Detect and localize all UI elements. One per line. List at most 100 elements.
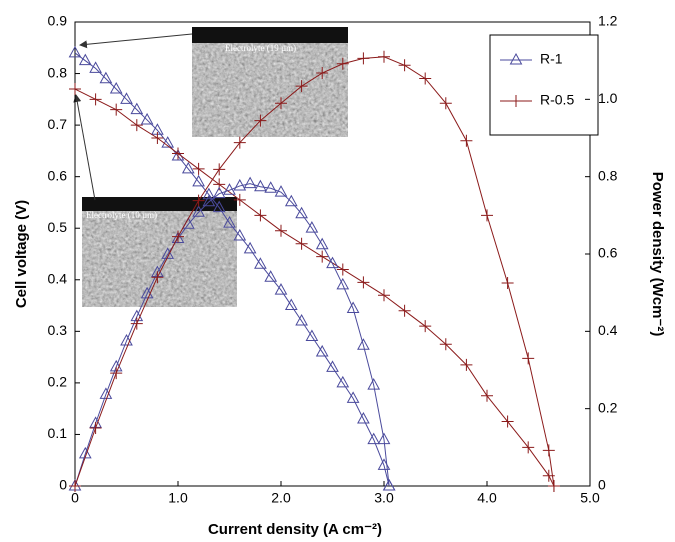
plus-marker xyxy=(316,250,329,263)
sem-bar xyxy=(192,27,348,43)
plus-marker xyxy=(110,103,123,116)
plus-marker xyxy=(510,95,522,107)
triangle-marker xyxy=(305,329,319,341)
triangle-marker xyxy=(315,237,329,250)
triangle-marker xyxy=(243,176,257,189)
plus-marker xyxy=(151,271,164,284)
plus-marker xyxy=(439,338,452,351)
x-tick-label: 0 xyxy=(71,490,79,506)
triangle-marker xyxy=(99,71,113,84)
y2-axis-label: Power density (Wcm⁻²) xyxy=(649,172,666,337)
triangle-marker xyxy=(78,53,92,66)
plus-marker xyxy=(460,134,473,147)
triangle-marker xyxy=(192,174,205,187)
triangle-marker xyxy=(326,256,339,269)
arrow xyxy=(73,94,96,201)
triangle-marker xyxy=(367,378,381,390)
triangle-marker xyxy=(357,411,370,424)
plus-marker xyxy=(357,276,370,289)
triangle-marker xyxy=(254,179,267,192)
legend-label: R-0.5 xyxy=(540,92,574,108)
plus-marker xyxy=(275,97,287,110)
plus-marker xyxy=(419,72,432,85)
plus-marker xyxy=(69,480,81,492)
y-tick-label: 0.6 xyxy=(48,167,68,183)
triangle-marker xyxy=(68,45,82,58)
y-tick-label: 0.5 xyxy=(48,219,68,235)
plus-marker xyxy=(275,224,287,237)
triangle-marker xyxy=(109,81,123,94)
plus-marker xyxy=(336,263,349,276)
triangle-marker xyxy=(336,375,350,388)
plus-marker xyxy=(547,480,560,492)
legend-label: R-1 xyxy=(540,51,563,67)
plus-marker xyxy=(522,352,535,365)
y-tick-label: 0.3 xyxy=(48,322,68,338)
plus-marker xyxy=(151,132,164,144)
plus-marker xyxy=(378,289,390,302)
annotation: Electrolyte (19 µm) xyxy=(225,43,296,53)
triangle-marker xyxy=(346,301,360,314)
triangle-marker xyxy=(243,241,257,254)
plus-marker xyxy=(192,162,205,175)
plus-marker xyxy=(254,209,267,222)
triangle-marker xyxy=(181,161,195,174)
plus-marker xyxy=(336,57,349,70)
triangle-marker xyxy=(367,432,381,445)
triangle-marker xyxy=(89,61,102,73)
plus-marker xyxy=(89,422,102,434)
x-tick-label: 2.0 xyxy=(271,490,291,506)
sem-image xyxy=(192,27,348,137)
y2-tick-label: 0.2 xyxy=(598,399,618,415)
plus-marker xyxy=(378,50,390,63)
triangle-marker xyxy=(336,277,350,290)
plus-marker xyxy=(501,277,514,289)
plus-marker xyxy=(439,97,452,110)
plus-marker xyxy=(542,444,555,457)
triangle-marker xyxy=(202,194,216,207)
triangle-marker xyxy=(264,270,278,282)
y2-tick-label: 1.0 xyxy=(598,90,618,106)
plus-marker xyxy=(130,317,143,330)
plus-marker xyxy=(89,93,102,106)
y-axis-label: Cell voltage (V) xyxy=(13,200,30,308)
annotation: Electrolyte (10 µm) xyxy=(86,210,157,220)
triangle-marker xyxy=(212,186,226,199)
triangle-marker xyxy=(212,200,226,213)
plus-marker xyxy=(254,114,267,127)
triangle-marker xyxy=(140,286,154,299)
y-tick-label: 0.9 xyxy=(48,13,68,29)
y-tick-label: 0.1 xyxy=(48,425,68,441)
plus-marker xyxy=(357,52,370,65)
y2-tick-label: 0.4 xyxy=(598,322,618,338)
triangle-marker xyxy=(233,178,247,191)
triangle-marker xyxy=(377,432,391,445)
y2-tick-label: 0.8 xyxy=(598,167,618,183)
plus-marker xyxy=(460,358,473,371)
y-tick-label: 0.8 xyxy=(48,64,68,80)
plus-marker xyxy=(522,441,535,454)
y2-tick-label: 0.6 xyxy=(598,245,618,261)
triangle-marker xyxy=(295,313,308,326)
x-axis-label: Current density (A cm⁻²) xyxy=(208,521,382,538)
plus-marker xyxy=(213,163,226,176)
y2-tick-label: 0 xyxy=(598,477,606,493)
triangle-marker xyxy=(326,360,339,372)
x-tick-label: 5.0 xyxy=(580,490,600,506)
triangle-marker xyxy=(357,338,370,350)
x-tick-label: 3.0 xyxy=(374,490,394,506)
plus-marker xyxy=(398,304,411,317)
plus-marker xyxy=(398,59,411,72)
triangle-marker xyxy=(120,333,133,346)
triangle-marker xyxy=(284,298,298,311)
triangle-marker xyxy=(223,183,236,195)
y-tick-label: 0 xyxy=(59,477,67,493)
plus-marker xyxy=(481,389,493,402)
triangle-marker xyxy=(509,52,523,65)
plus-marker xyxy=(192,194,205,207)
y-tick-label: 0.4 xyxy=(48,270,68,286)
inset-19: Electrolyte (19 µm) xyxy=(192,27,348,137)
triangle-marker xyxy=(305,221,319,233)
triangle-marker xyxy=(202,187,216,200)
plus-marker xyxy=(130,119,143,132)
